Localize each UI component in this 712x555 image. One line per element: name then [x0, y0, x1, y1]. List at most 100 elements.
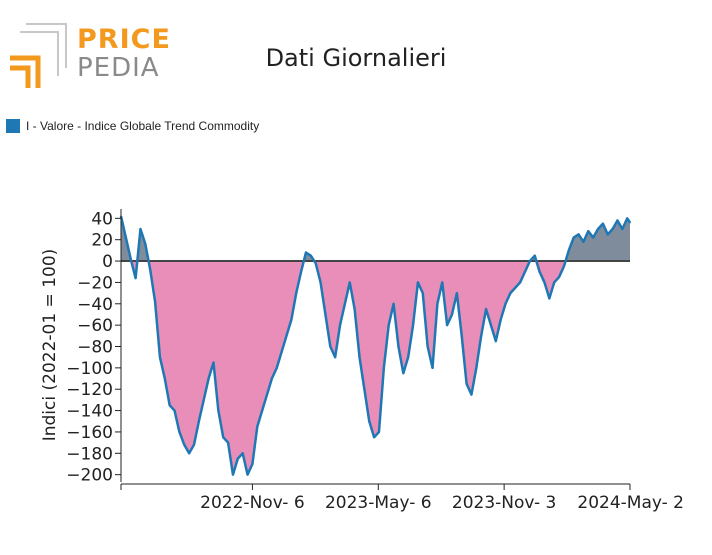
data-point — [227, 441, 229, 444]
logo-word-price: PRICE — [77, 24, 171, 55]
data-point — [319, 281, 322, 284]
y-tick-label: −180 — [66, 444, 113, 464]
y-tick-label: 40 — [91, 209, 113, 229]
data-point — [412, 324, 414, 326]
data-point — [314, 262, 317, 265]
data-point — [621, 228, 624, 230]
data-point — [629, 221, 631, 224]
data-point — [431, 367, 434, 369]
data-point — [295, 292, 298, 294]
y-tick-label: −20 — [77, 273, 113, 293]
data-point — [198, 420, 200, 423]
y-tick-label: 20 — [91, 231, 113, 251]
data-point — [553, 281, 556, 284]
data-point — [129, 258, 132, 260]
data-point — [173, 409, 176, 412]
data-point — [397, 345, 400, 348]
data-point — [183, 443, 186, 446]
x-tick-label: 2024-May- 2 — [577, 493, 684, 513]
data-point — [446, 324, 448, 326]
data-point — [460, 335, 463, 337]
data-point — [188, 452, 190, 455]
data-point — [592, 236, 594, 239]
y-tick-label: −120 — [66, 380, 113, 400]
data-point — [285, 335, 288, 337]
data-point — [504, 302, 507, 305]
data-point — [159, 356, 161, 358]
data-point — [207, 377, 210, 380]
data-point — [241, 452, 244, 455]
logo-mark-icon — [10, 23, 67, 88]
y-axis-label: Indici (2022-01 = 100) — [40, 249, 60, 442]
data-point — [475, 367, 478, 369]
data-point — [436, 302, 439, 305]
axes: 40200−20−40−60−80−100−120−140−160−180−20… — [66, 209, 684, 513]
data-point — [280, 351, 283, 353]
data-point — [202, 399, 205, 401]
data-point — [139, 228, 142, 230]
data-point — [125, 236, 127, 239]
x-tick-label: 2022-Nov- 6 — [200, 493, 304, 513]
data-point — [368, 420, 371, 423]
x-tick-label: 2023-May- 6 — [325, 493, 432, 513]
y-tick-label: −60 — [77, 316, 113, 336]
data-point — [329, 345, 332, 348]
data-point — [490, 324, 492, 326]
data-point — [334, 356, 336, 358]
y-tick-label: −140 — [66, 402, 113, 422]
data-point — [568, 249, 570, 252]
y-tick-label: −160 — [66, 423, 113, 443]
data-point — [421, 292, 424, 294]
data-point — [456, 292, 458, 294]
data-point — [495, 340, 497, 342]
data-point — [261, 409, 263, 412]
data-point — [572, 236, 575, 239]
logo-word-pedia: PEDIA — [77, 53, 160, 83]
data-point — [144, 243, 147, 245]
pricepedia-logo: PRICE PEDIA — [8, 22, 171, 92]
data-point — [451, 313, 453, 316]
data-point — [519, 281, 521, 284]
data-point — [154, 300, 156, 303]
y-tick-label: 0 — [102, 252, 113, 272]
data-point — [290, 319, 293, 321]
data-point — [402, 372, 405, 375]
data-point — [378, 431, 380, 433]
area-above-baseline — [121, 216, 630, 262]
data-point — [310, 254, 312, 257]
data-point — [149, 268, 151, 271]
data-point — [222, 436, 225, 439]
data-point — [363, 388, 366, 391]
data-point — [606, 233, 609, 236]
data-point — [232, 473, 234, 476]
data-point — [339, 324, 341, 326]
data-point — [348, 281, 351, 284]
data-point — [373, 436, 375, 439]
data-point — [407, 356, 409, 358]
data-point — [271, 377, 273, 380]
data-point — [324, 313, 327, 316]
data-point — [217, 409, 220, 412]
y-tick-label: −80 — [77, 338, 113, 358]
legend[interactable]: I - Valore - Indice Globale Trend Commod… — [6, 119, 259, 133]
data-point — [529, 260, 531, 262]
data-point — [602, 222, 604, 225]
data-point — [168, 404, 171, 407]
series-line — [119, 215, 632, 476]
data-point — [597, 228, 599, 230]
data-point — [134, 277, 137, 279]
data-point — [212, 361, 215, 364]
data-point — [524, 270, 526, 273]
data-point — [164, 377, 166, 380]
data-point — [611, 228, 614, 230]
data-point — [587, 230, 590, 232]
data-point — [616, 219, 619, 222]
data-point — [558, 276, 560, 278]
data-point — [485, 308, 487, 310]
data-point — [426, 345, 429, 348]
data-point — [548, 297, 551, 300]
data-point — [441, 281, 444, 284]
data-point — [344, 302, 346, 305]
area-below-baseline — [121, 261, 630, 475]
